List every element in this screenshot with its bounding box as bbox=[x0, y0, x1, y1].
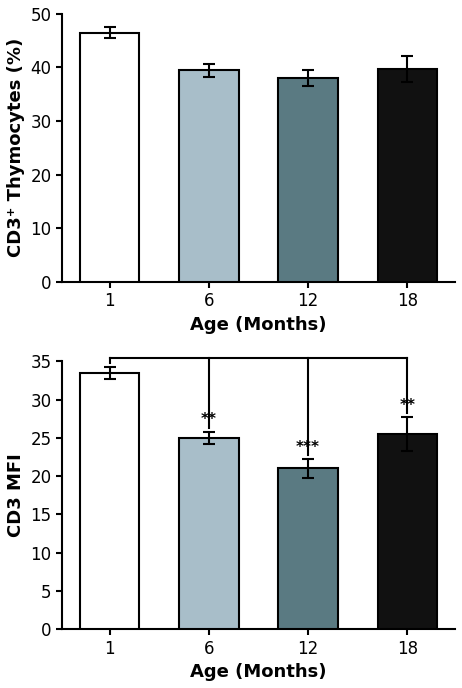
Y-axis label: CD3 MFI: CD3 MFI bbox=[7, 453, 25, 537]
Bar bbox=[279, 469, 338, 629]
Text: **: ** bbox=[400, 398, 415, 413]
X-axis label: Age (Months): Age (Months) bbox=[190, 316, 327, 334]
Bar bbox=[80, 373, 140, 629]
Text: **: ** bbox=[201, 412, 217, 427]
X-axis label: Age (Months): Age (Months) bbox=[190, 663, 327, 681]
Bar bbox=[377, 434, 437, 629]
Bar bbox=[179, 438, 239, 629]
Bar bbox=[377, 69, 437, 281]
Bar bbox=[179, 70, 239, 281]
Bar bbox=[279, 78, 338, 281]
Y-axis label: CD3⁺ Thymocytes (%): CD3⁺ Thymocytes (%) bbox=[7, 38, 25, 257]
Bar bbox=[80, 33, 140, 281]
Text: ***: *** bbox=[296, 440, 320, 455]
